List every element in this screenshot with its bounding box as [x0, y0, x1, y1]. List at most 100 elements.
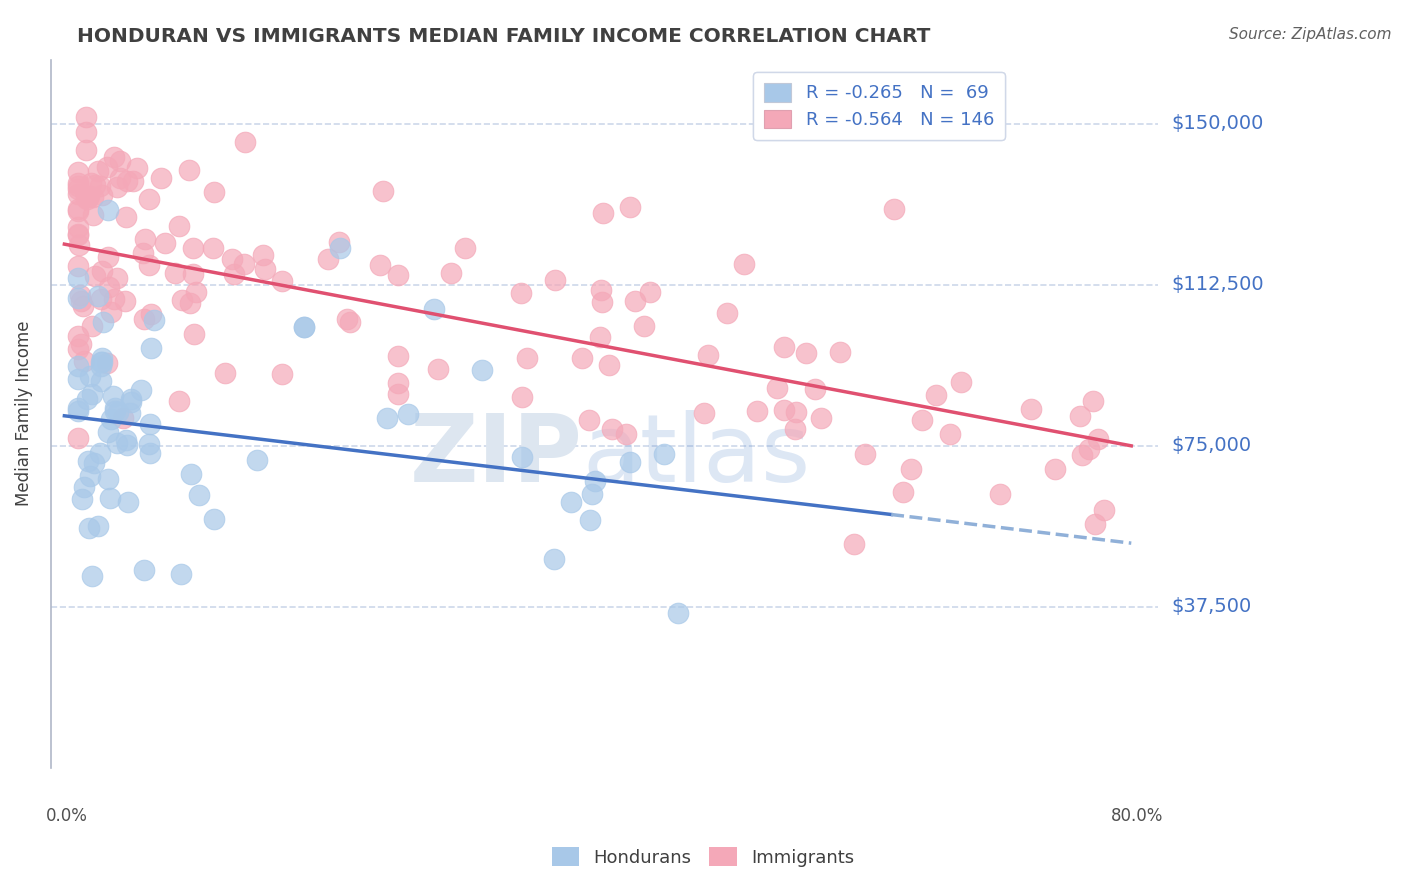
Point: [79, 468, 101, 483]
Point: [591, 295, 613, 310]
Point: [66, 404, 89, 418]
Point: [183, 326, 205, 341]
Point: [844, 537, 866, 551]
Point: [233, 136, 256, 150]
Point: [138, 258, 160, 272]
Point: [423, 301, 446, 316]
Point: [103, 150, 125, 164]
Point: [294, 320, 316, 334]
Point: [73, 353, 96, 368]
Text: atlas: atlas: [582, 410, 811, 502]
Point: [440, 266, 463, 280]
Point: [925, 387, 948, 401]
Legend: R = -0.265   N =  69, R = -0.564   N = 146: R = -0.265 N = 69, R = -0.564 N = 146: [754, 72, 1005, 140]
Text: Source: ZipAtlas.com: Source: ZipAtlas.com: [1229, 27, 1392, 42]
Point: [170, 293, 193, 307]
Point: [773, 402, 796, 417]
Point: [619, 200, 641, 214]
Point: [589, 330, 612, 344]
Point: [83, 268, 105, 283]
Point: [97, 473, 120, 487]
Point: [66, 203, 89, 218]
Point: [84, 178, 107, 192]
Point: [733, 257, 755, 271]
Point: [115, 210, 138, 224]
Point: [131, 383, 153, 397]
Point: [139, 446, 162, 460]
Point: [105, 436, 128, 450]
Point: [66, 182, 89, 196]
Point: [619, 455, 641, 469]
Point: [121, 392, 143, 406]
Point: [100, 304, 122, 318]
Point: [87, 163, 110, 178]
Point: [387, 376, 409, 391]
Point: [387, 386, 409, 401]
Point: [111, 410, 134, 425]
Point: [375, 410, 398, 425]
Point: [67, 238, 90, 252]
Point: [170, 566, 193, 581]
Point: [560, 495, 582, 509]
Point: [66, 227, 89, 241]
Point: [103, 292, 125, 306]
Point: [153, 235, 176, 250]
Point: [91, 354, 114, 368]
Point: [598, 358, 620, 372]
Point: [98, 491, 121, 506]
Point: [179, 296, 201, 310]
Point: [90, 187, 112, 202]
Point: [911, 413, 934, 427]
Point: [329, 241, 352, 255]
Point: [368, 259, 391, 273]
Text: $37,500: $37,500: [1171, 598, 1253, 616]
Point: [134, 232, 156, 246]
Point: [132, 563, 155, 577]
Point: [900, 462, 922, 476]
Point: [141, 341, 163, 355]
Point: [336, 311, 359, 326]
Point: [108, 153, 131, 168]
Point: [66, 179, 89, 194]
Point: [1092, 502, 1115, 516]
Point: [592, 205, 614, 219]
Point: [82, 318, 104, 333]
Point: [107, 405, 129, 419]
Point: [1087, 433, 1109, 447]
Point: [794, 346, 817, 360]
Point: [167, 219, 190, 234]
Point: [97, 250, 120, 264]
Point: [90, 375, 112, 389]
Point: [583, 474, 606, 488]
Point: [90, 355, 112, 369]
Point: [271, 367, 294, 381]
Point: [142, 313, 165, 327]
Point: [138, 192, 160, 206]
Point: [222, 267, 245, 281]
Point: [66, 259, 89, 273]
Point: [139, 417, 162, 432]
Point: [66, 220, 89, 235]
Point: [66, 372, 89, 386]
Point: [373, 184, 395, 198]
Point: [186, 285, 208, 299]
Point: [571, 351, 593, 365]
Point: [1019, 401, 1042, 416]
Point: [180, 467, 202, 481]
Point: [745, 404, 768, 418]
Point: [692, 406, 714, 420]
Point: [69, 287, 91, 301]
Point: [828, 345, 851, 359]
Point: [471, 362, 494, 376]
Point: [139, 307, 162, 321]
Point: [163, 267, 186, 281]
Point: [89, 178, 111, 193]
Point: [214, 366, 236, 380]
Point: [90, 293, 112, 307]
Point: [66, 186, 89, 201]
Point: [396, 407, 419, 421]
Point: [426, 361, 449, 376]
Point: [91, 316, 114, 330]
Point: [246, 453, 269, 467]
Point: [510, 390, 533, 404]
